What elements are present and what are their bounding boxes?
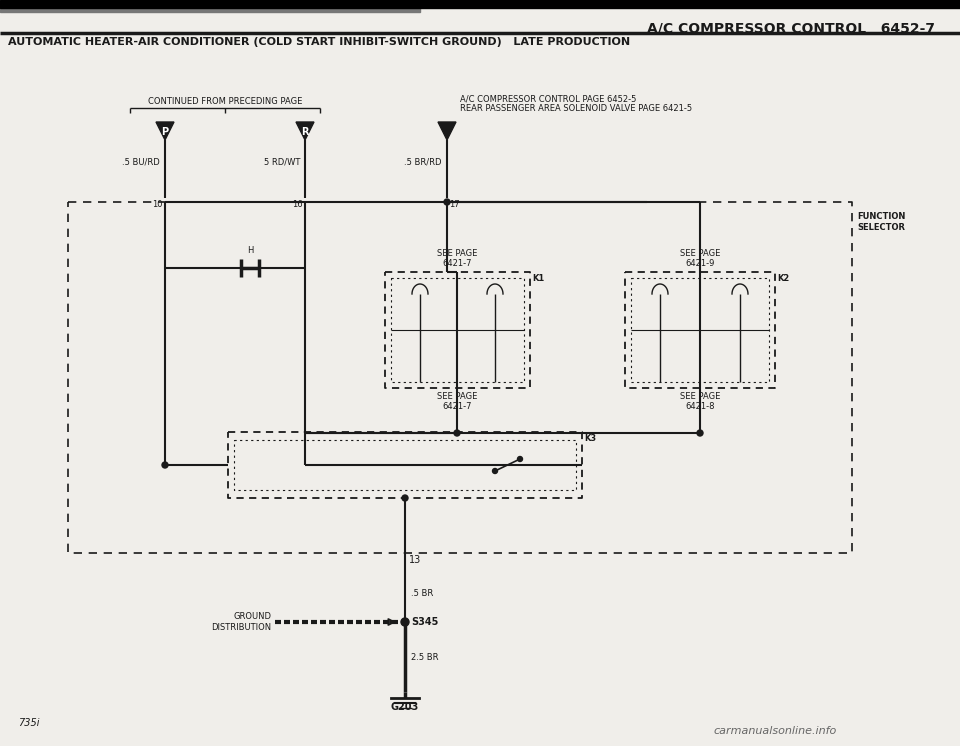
Text: 2.5 BR: 2.5 BR xyxy=(411,653,439,662)
Text: carmanualsonline.info: carmanualsonline.info xyxy=(713,726,836,736)
Circle shape xyxy=(402,495,408,501)
Polygon shape xyxy=(438,122,456,140)
Text: .5 BR/RD: .5 BR/RD xyxy=(404,157,442,166)
Polygon shape xyxy=(296,122,314,140)
Text: R: R xyxy=(301,127,309,137)
Circle shape xyxy=(401,618,409,626)
Circle shape xyxy=(492,468,497,474)
Text: A/C COMPRESSOR CONTROL PAGE 6452-5: A/C COMPRESSOR CONTROL PAGE 6452-5 xyxy=(460,94,636,103)
Text: A/C COMPRESSOR CONTROL   6452-7: A/C COMPRESSOR CONTROL 6452-7 xyxy=(647,22,935,36)
Text: K1: K1 xyxy=(532,274,544,283)
Text: 735i: 735i xyxy=(18,718,39,728)
Text: SEE PAGE
6421-9: SEE PAGE 6421-9 xyxy=(680,248,720,268)
Circle shape xyxy=(697,430,703,436)
Text: K2: K2 xyxy=(777,274,789,283)
Text: REAR PASSENGER AREA SOLENOID VALVE PAGE 6421-5: REAR PASSENGER AREA SOLENOID VALVE PAGE … xyxy=(460,104,692,113)
Text: G203: G203 xyxy=(391,702,420,712)
Text: 13: 13 xyxy=(409,555,421,565)
Text: P: P xyxy=(161,127,169,137)
Polygon shape xyxy=(156,122,174,140)
Circle shape xyxy=(444,199,450,205)
Bar xyxy=(0,0,960,8)
Text: H: H xyxy=(247,246,253,255)
Text: SEE PAGE
6421-7: SEE PAGE 6421-7 xyxy=(438,392,478,411)
Text: GROUND
DISTRIBUTION: GROUND DISTRIBUTION xyxy=(211,612,271,632)
Text: .5 BU/RD: .5 BU/RD xyxy=(122,157,160,166)
Text: AUTOMATIC HEATER-AIR CONDITIONER (COLD START INHIBIT-SWITCH GROUND)   LATE PRODU: AUTOMATIC HEATER-AIR CONDITIONER (COLD S… xyxy=(8,37,630,47)
Circle shape xyxy=(162,462,168,468)
Text: 5 RD/WT: 5 RD/WT xyxy=(264,157,300,166)
Text: SEE PAGE
6421-7: SEE PAGE 6421-7 xyxy=(438,248,478,268)
Text: K3: K3 xyxy=(584,434,596,443)
Circle shape xyxy=(454,430,460,436)
Text: 17: 17 xyxy=(449,200,460,209)
Text: 16: 16 xyxy=(293,200,303,209)
Text: S345: S345 xyxy=(411,617,439,627)
Text: 10: 10 xyxy=(153,200,163,209)
Bar xyxy=(0,8,420,12)
Text: CONTINUED FROM PRECEDING PAGE: CONTINUED FROM PRECEDING PAGE xyxy=(148,97,302,106)
Text: .5 BR: .5 BR xyxy=(411,589,433,598)
Text: FUNCTION
SELECTOR: FUNCTION SELECTOR xyxy=(857,212,905,232)
Text: SEE PAGE
6421-8: SEE PAGE 6421-8 xyxy=(680,392,720,411)
Circle shape xyxy=(517,457,522,462)
